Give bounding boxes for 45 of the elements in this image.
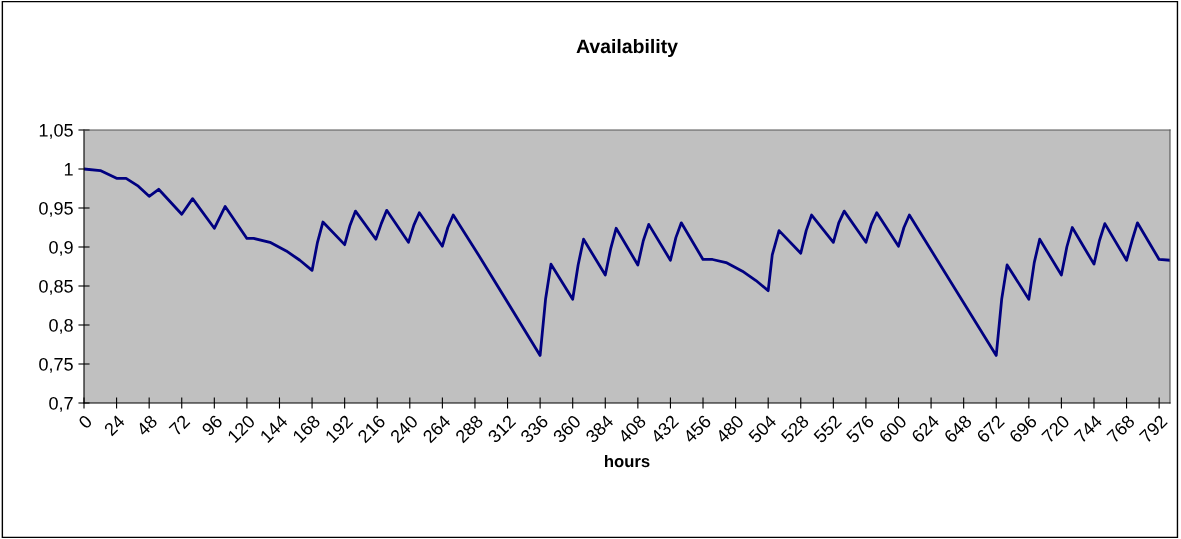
x-tick-label: 432 (649, 414, 680, 444)
chart-title: Availability (576, 38, 678, 58)
x-tick-label: 72 (168, 414, 191, 437)
y-tick-label: 0,75 (39, 357, 73, 373)
y-tick-label: 1,05 (39, 123, 73, 139)
y-tick-label: 1 (64, 163, 73, 176)
x-tick-label: 528 (780, 414, 810, 444)
y-tick-label: 0,85 (39, 279, 73, 295)
x-tick-label: 624 (910, 414, 941, 444)
x-tick-label: 216 (356, 414, 387, 444)
x-tick-label: 576 (845, 414, 875, 444)
x-tick-label: 384 (584, 414, 615, 444)
x-tick-label: 120 (226, 414, 256, 444)
x-tick-label: 360 (552, 414, 582, 444)
x-tick-label: 648 (943, 414, 973, 444)
y-tick-label: 0,7 (49, 396, 73, 412)
x-tick-label: 504 (747, 414, 778, 444)
y-tick-label: 0,95 (39, 201, 73, 217)
x-tick-label: 168 (292, 414, 321, 444)
x-tick-label: 768 (1106, 414, 1136, 444)
x-tick-label: 696 (1008, 414, 1038, 444)
x-tick-label: 720 (1041, 414, 1071, 444)
x-tick-label: 48 (135, 414, 158, 437)
x-tick-label: 288 (454, 414, 484, 444)
x-tick-label: 0 (77, 414, 93, 430)
x-tick-label: 480 (714, 414, 745, 444)
y-tick-label: 0,8 (49, 318, 73, 334)
x-tick-label: 600 (878, 414, 908, 444)
x-tick-label: 264 (422, 414, 452, 444)
x-tick-label: 672 (975, 414, 1005, 444)
x-tick-label: 408 (617, 414, 647, 444)
x-tick-label: 240 (389, 414, 419, 444)
x-tick-label: 144 (259, 414, 289, 443)
line-series (84, 167, 1170, 357)
x-tick-label: 792 (1138, 414, 1168, 444)
x-tick-label: 456 (682, 414, 712, 444)
x-tick-label: 312 (487, 414, 517, 444)
x-tick-label: 24 (103, 414, 126, 437)
x-tick-label: 336 (519, 414, 549, 444)
x-axis-title: hours (605, 454, 650, 468)
x-tick-label: 96 (201, 414, 224, 437)
x-tick-label: 192 (324, 414, 354, 444)
x-tick-label: 744 (1073, 414, 1103, 444)
x-tick-label: 552 (812, 414, 843, 444)
y-tick-label: 0,9 (49, 240, 73, 256)
